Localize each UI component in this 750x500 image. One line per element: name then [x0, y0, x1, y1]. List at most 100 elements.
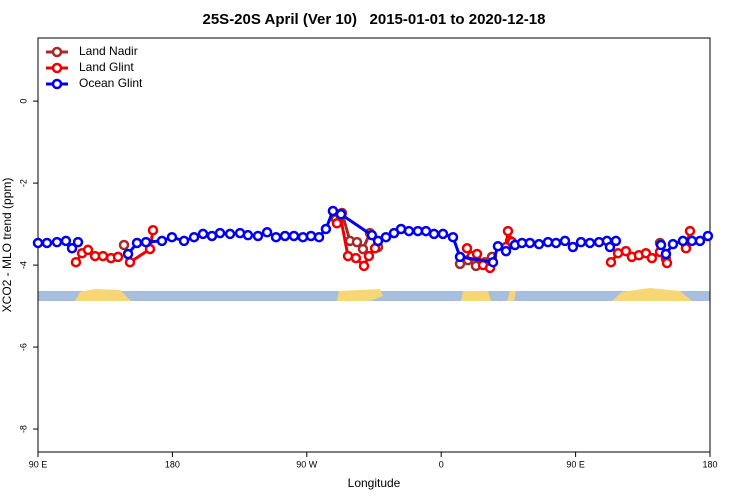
point — [646, 252, 658, 264]
point — [156, 235, 168, 247]
point — [487, 256, 499, 268]
point — [605, 256, 617, 268]
point — [51, 236, 63, 248]
point — [686, 235, 698, 247]
land-shape — [75, 289, 131, 301]
point — [66, 243, 78, 254]
point — [542, 236, 554, 248]
point — [500, 245, 512, 257]
point — [252, 230, 264, 242]
point — [118, 239, 130, 251]
point — [412, 225, 424, 237]
point — [331, 218, 343, 229]
point — [288, 230, 300, 242]
legend-label: Land Glint — [79, 60, 134, 74]
point — [428, 228, 440, 240]
point — [140, 236, 152, 248]
point — [224, 228, 236, 240]
point — [363, 250, 375, 262]
point — [147, 224, 159, 236]
point — [60, 235, 72, 247]
point — [70, 256, 82, 268]
series — [70, 208, 696, 274]
point — [320, 223, 332, 235]
x-tick-label: 90 E — [29, 459, 48, 469]
point — [242, 229, 254, 241]
point — [420, 225, 432, 237]
x-tick-label: 180 — [702, 459, 717, 469]
point — [610, 235, 622, 247]
point — [533, 238, 545, 250]
point — [41, 237, 53, 249]
point — [97, 250, 109, 262]
point — [660, 248, 672, 260]
chart-title: 25S-20S April (Ver 10) 2015-01-01 to 202… — [203, 11, 546, 28]
point — [197, 228, 209, 240]
point — [305, 230, 317, 242]
land-shape — [507, 291, 516, 301]
point — [297, 231, 309, 243]
point — [350, 252, 362, 264]
point — [124, 256, 136, 268]
point — [593, 236, 605, 248]
land-shape — [461, 291, 491, 301]
point — [166, 231, 178, 243]
point — [492, 240, 504, 252]
point — [667, 238, 679, 250]
series — [32, 205, 714, 268]
point — [112, 251, 124, 263]
point — [380, 231, 392, 243]
legend-label: Land Nadir — [79, 44, 138, 58]
point — [372, 235, 384, 247]
point — [261, 227, 273, 238]
x-tick-label: 0 — [439, 459, 444, 469]
x-tick-label: 180 — [165, 459, 180, 469]
point — [655, 239, 667, 251]
point — [178, 235, 190, 247]
legend-marker — [51, 62, 63, 74]
point — [604, 241, 616, 253]
legend: Land Nadir Land Glint Ocean Glint — [46, 44, 143, 90]
point — [454, 251, 466, 263]
y-tick-label: -4 — [18, 261, 28, 269]
point — [82, 244, 94, 256]
land-strip — [38, 288, 710, 301]
point — [270, 231, 282, 243]
point — [313, 231, 325, 243]
point — [437, 228, 449, 240]
point — [358, 260, 370, 272]
point — [620, 245, 632, 257]
point — [279, 230, 291, 242]
point — [567, 241, 579, 253]
point — [403, 225, 415, 237]
point — [357, 243, 369, 255]
point — [694, 235, 706, 247]
point — [72, 236, 84, 248]
point — [502, 225, 514, 237]
point — [188, 231, 200, 243]
x-axis-label: Longitude — [348, 476, 401, 490]
y-tick-label: -6 — [18, 343, 28, 351]
point — [550, 237, 562, 249]
point — [131, 237, 143, 249]
point — [327, 205, 339, 217]
x-tick-label: 90 E — [566, 459, 585, 469]
point — [702, 230, 714, 242]
point — [214, 227, 226, 239]
point — [122, 248, 134, 260]
point — [471, 248, 483, 260]
point — [32, 237, 44, 249]
y-tick-label: -2 — [18, 179, 28, 187]
x-tick-label: 90 W — [296, 459, 318, 469]
land-shape — [612, 288, 692, 301]
point — [524, 237, 536, 249]
point — [351, 236, 363, 248]
point — [461, 243, 473, 254]
point — [661, 257, 673, 269]
point — [684, 225, 696, 237]
point — [447, 231, 459, 243]
point — [335, 209, 347, 220]
point — [559, 235, 571, 247]
